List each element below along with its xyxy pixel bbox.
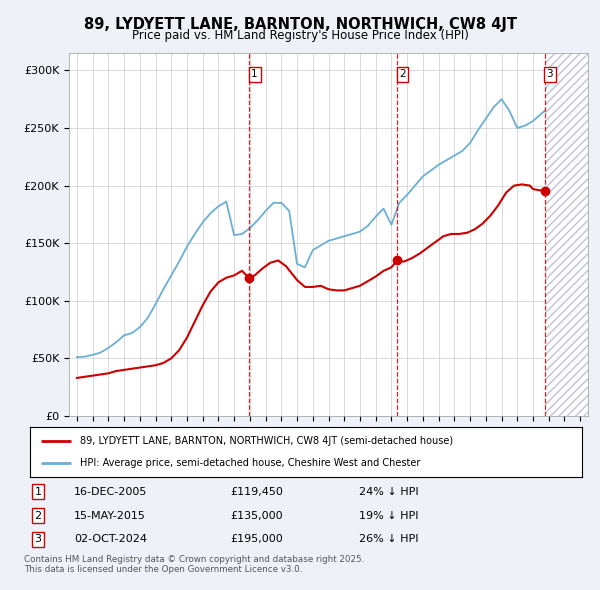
Text: 16-DEC-2005: 16-DEC-2005 xyxy=(74,487,148,497)
Text: £195,000: £195,000 xyxy=(230,535,283,545)
Text: 24% ↓ HPI: 24% ↓ HPI xyxy=(359,487,418,497)
Text: £135,000: £135,000 xyxy=(230,511,283,520)
Bar xyxy=(545,53,588,416)
Text: 89, LYDYETT LANE, BARNTON, NORTHWICH, CW8 4JT: 89, LYDYETT LANE, BARNTON, NORTHWICH, CW… xyxy=(83,17,517,31)
Text: 1: 1 xyxy=(251,70,258,80)
Text: 02-OCT-2024: 02-OCT-2024 xyxy=(74,535,147,545)
Text: £119,450: £119,450 xyxy=(230,487,283,497)
Text: 89, LYDYETT LANE, BARNTON, NORTHWICH, CW8 4JT (semi-detached house): 89, LYDYETT LANE, BARNTON, NORTHWICH, CW… xyxy=(80,435,453,445)
Text: 2: 2 xyxy=(34,511,41,520)
Text: 3: 3 xyxy=(547,70,553,80)
Text: Price paid vs. HM Land Registry's House Price Index (HPI): Price paid vs. HM Land Registry's House … xyxy=(131,30,469,42)
Text: 2: 2 xyxy=(399,70,406,80)
Text: 1: 1 xyxy=(34,487,41,497)
Bar xyxy=(545,53,588,416)
Text: Contains HM Land Registry data © Crown copyright and database right 2025.
This d: Contains HM Land Registry data © Crown c… xyxy=(24,555,364,574)
Text: 19% ↓ HPI: 19% ↓ HPI xyxy=(359,511,418,520)
Text: 15-MAY-2015: 15-MAY-2015 xyxy=(74,511,146,520)
Text: 26% ↓ HPI: 26% ↓ HPI xyxy=(359,535,418,545)
Text: 3: 3 xyxy=(34,535,41,545)
Text: HPI: Average price, semi-detached house, Cheshire West and Chester: HPI: Average price, semi-detached house,… xyxy=(80,458,420,468)
